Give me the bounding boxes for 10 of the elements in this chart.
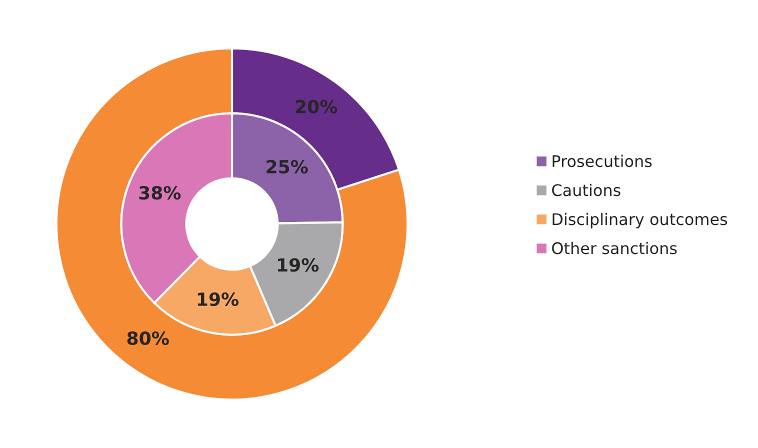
legend-label: Disciplinary outcomes	[552, 212, 728, 228]
data-label: 80%	[127, 331, 169, 346]
data-label: 25%	[266, 160, 308, 174]
legend-label: Other sanctions	[552, 242, 677, 254]
data-label: 20%	[296, 100, 338, 114]
legend-label: Cautions	[552, 184, 620, 196]
data-label: 19%	[198, 292, 239, 306]
data-label: 19%	[278, 258, 319, 272]
legend-label: Prosecutions	[552, 154, 652, 168]
data-label: 38%	[139, 186, 181, 200]
